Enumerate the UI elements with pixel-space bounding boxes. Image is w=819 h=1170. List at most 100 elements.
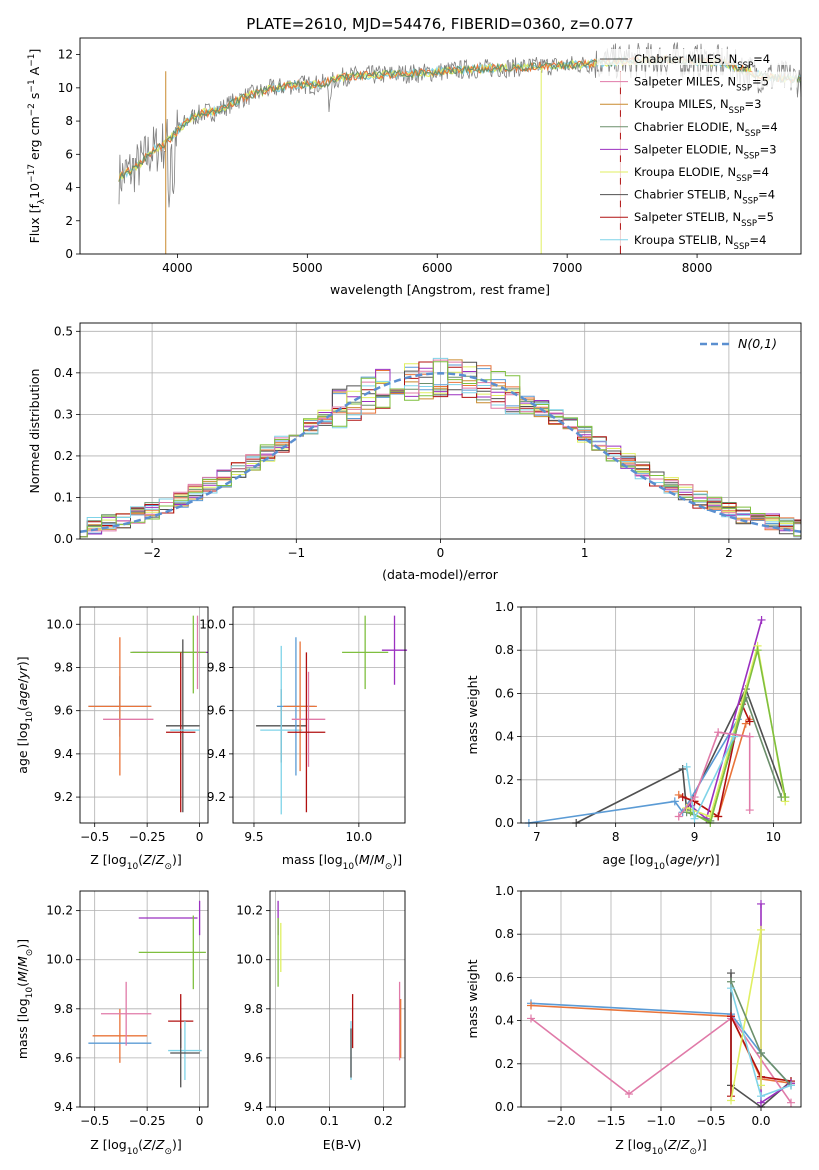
y-tick-label: 0.6: [495, 686, 514, 700]
series-marker: [727, 969, 735, 978]
weight-vs-Z-ylabel: mass weight: [465, 959, 480, 1038]
mass-vs-ebv-xlabel: E(B-V): [323, 1137, 362, 1152]
age_vs_mass-frame: [232, 606, 406, 824]
residuals-panel: −2 −1 0 1 2 0.0 0.1 0.2 0.3 0.4 0.5 N(0,1) (data-m…: [27, 322, 802, 582]
series-marker: [757, 1049, 765, 1057]
residuals-frame: [79, 322, 802, 540]
y-tick-label: 1.0: [495, 884, 514, 898]
x-tick-label: 0.0: [266, 1114, 285, 1128]
x-tick-label: 5000: [292, 261, 323, 275]
spectrum-ylabel: Flux [fλ10−17 erg cm−2 s−1 A−1]: [27, 49, 47, 244]
normal-legend-label: N(0,1): [738, 336, 777, 351]
x-tick-label: 8000: [682, 261, 713, 275]
spectrum-frame: [79, 37, 802, 255]
normal-curve: [79, 372, 802, 533]
y-tick-label: 0.0: [54, 532, 73, 546]
y-tick-label: 9.4: [54, 747, 73, 761]
series-marker: [757, 925, 765, 934]
series-marker: [678, 765, 687, 773]
y-tick-label: 1.0: [495, 600, 514, 614]
series-marker: [745, 806, 754, 815]
x-tick-label: 0.1: [320, 1114, 339, 1128]
legend-label: Chabrier STELIB, NSSP=4: [634, 188, 775, 207]
series-marker: [527, 1014, 535, 1023]
y-tick-label: 4: [65, 181, 73, 195]
x-tick-label: −1: [287, 546, 305, 560]
spectrum-legend: Chabrier MILES, NSSP=4 Salpeter MILES, NS…: [597, 49, 797, 252]
series-marker: [727, 984, 735, 993]
y-tick-label: 0.4: [495, 1014, 514, 1028]
y-tick-label: 9.4: [244, 1100, 263, 1114]
y-tick-label: 10.2: [236, 904, 263, 918]
legend-bg: [597, 162, 797, 178]
series-marker: [674, 790, 683, 799]
weight-series: [572, 685, 790, 827]
x-tick-label: −2: [143, 546, 161, 560]
series-line: [686, 695, 783, 822]
series-marker: [682, 762, 691, 771]
mass_weight_vs_Z-panel: −2.0 −1.5 −1.0 −0.5 0.0 0.0 0.2 0.4 0.6 0.8 1.0: [495, 884, 802, 1128]
x-tick-label: −0.25: [129, 1114, 166, 1128]
legend-bg: [597, 207, 797, 224]
y-tick-label: 0.0: [495, 816, 514, 830]
y-tick-label: 0.6: [495, 970, 514, 984]
weight-vs-age-xlabel: age [log10(age/yr)]: [602, 852, 719, 872]
mass_vs_ebv-panel: 0.0 0.1 0.2 9.4 9.6 9.8 10.0 10.2: [236, 890, 406, 1128]
errorbar-point: [92, 1008, 148, 1063]
y-tick-label: 9.2: [54, 790, 73, 804]
weight-vs-age-ylabel: mass weight: [465, 675, 480, 754]
residual-histogram: [80, 363, 801, 538]
mass-vs-Z-ylabel: mass [log10(M/M⊙)]: [15, 939, 35, 1059]
age_vs_mass-panel: 9.5 10.0 9.2 9.4 9.6 9.8 10.0: [199, 606, 408, 844]
y-tick-label: 10.0: [46, 617, 73, 631]
x-tick-label: 0: [196, 830, 204, 844]
y-tick-label: 0.4: [495, 730, 514, 744]
series-marker: [714, 728, 723, 737]
legend-bg: [597, 71, 797, 88]
errorbar-point: [381, 615, 408, 685]
age-vs-mass-xlabel: mass [log10(M/M⊙)]: [282, 852, 402, 872]
x-tick-label: −0.5: [696, 1114, 725, 1128]
x-tick-label: 7000: [552, 261, 583, 275]
series-marker: [757, 899, 765, 908]
y-tick-label: 10: [58, 81, 73, 95]
errorbar-point: [100, 981, 152, 1046]
legend-label: Kroupa MILES, NSSP=3: [634, 97, 761, 116]
x-tick-label: 9: [691, 830, 699, 844]
weight-series: [682, 732, 738, 823]
y-tick-label: 9.8: [54, 660, 73, 674]
series-marker: [757, 1092, 765, 1101]
errorbar-point: [342, 615, 389, 690]
y-tick-label: 12: [58, 48, 73, 62]
x-tick-label: 0: [196, 1114, 204, 1128]
y-tick-label: 2: [65, 214, 73, 228]
y-tick-label: 0.8: [495, 643, 514, 657]
series-marker: [787, 1098, 795, 1107]
legend-label: Kroupa STELIB, NSSP=4: [634, 233, 766, 252]
weight-series: [757, 899, 795, 1107]
y-tick-label: 0.2: [54, 449, 73, 463]
mass_vs_Z-frame: [79, 890, 209, 1108]
x-tick-label: 0.0: [751, 1114, 770, 1128]
y-tick-label: 9.8: [244, 1002, 263, 1016]
series-line: [730, 929, 762, 1101]
legend-label: Chabrier MILES, NSSP=4: [634, 52, 770, 71]
mass-vs-Z-xlabel: Z [log10(Z/Z⊙)]: [90, 1137, 182, 1157]
mass_weight_vs_age-panel: 7 8 9 10 0.0 0.2 0.4 0.6 0.8 1.0: [495, 600, 802, 844]
legend-label: Salpeter MILES, NSSP=5: [634, 75, 769, 94]
series-marker: [781, 793, 790, 802]
series-marker: [714, 812, 723, 821]
legend-bg: [597, 184, 797, 201]
legend-bg: [597, 229, 797, 246]
y-tick-label: 8: [65, 114, 73, 128]
x-tick-label: −0.5: [80, 1114, 109, 1128]
series-marker: [690, 793, 699, 802]
x-tick-label: −1.0: [646, 1114, 675, 1128]
spectrum-panel: PLATE=2610, MJD=54476, FIBERID=0360, z=0…: [27, 15, 802, 297]
y-tick-label: 9.8: [207, 660, 226, 674]
age-vs-Z-xlabel: Z [log10(Z/Z⊙)]: [90, 852, 182, 872]
y-tick-label: 9.4: [207, 747, 226, 761]
errorbar-point: [291, 671, 326, 767]
errorbar-point: [168, 1021, 202, 1080]
weight-vs-Z-xlabel: Z [log10(Z/Z⊙)]: [615, 1137, 707, 1157]
